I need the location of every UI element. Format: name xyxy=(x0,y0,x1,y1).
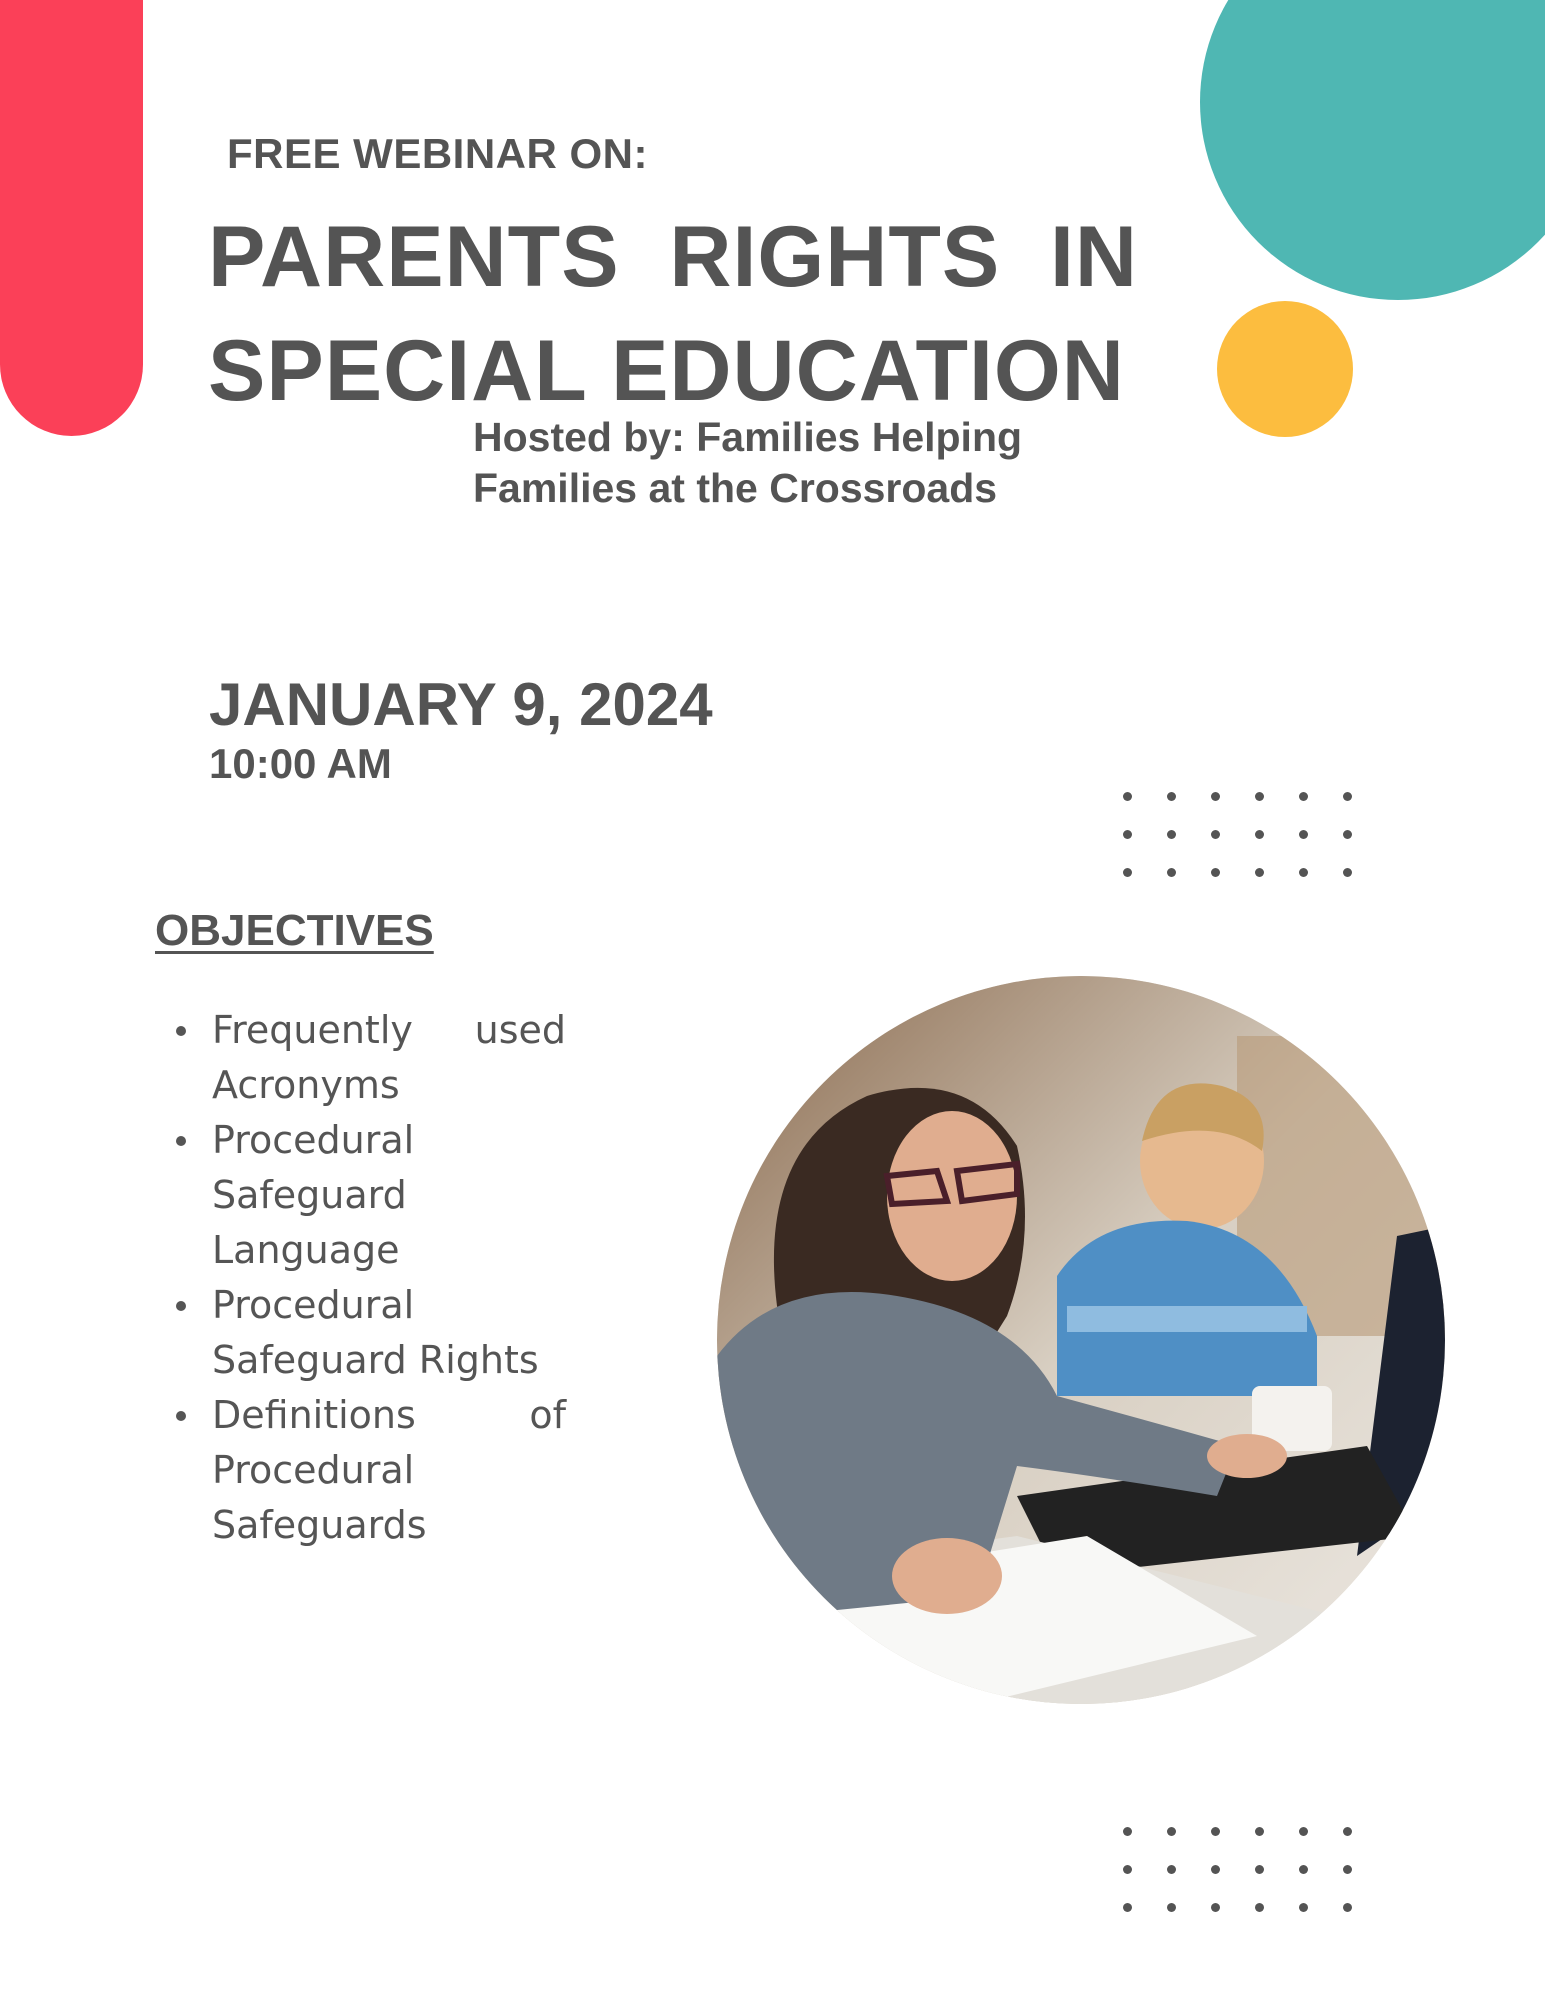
dot xyxy=(1255,830,1264,839)
photo-illustration xyxy=(717,976,1445,1704)
dot xyxy=(1299,868,1308,877)
dot xyxy=(1211,1827,1220,1836)
photo-woman-and-child-with-laptop xyxy=(717,976,1445,1704)
objective-item: Procedural Safeguard Language xyxy=(176,1113,566,1278)
event-time: 10:00 AM xyxy=(209,740,392,787)
red-decorative-bar xyxy=(0,0,143,436)
dot xyxy=(1299,1865,1308,1874)
dot xyxy=(1123,792,1132,801)
dot xyxy=(1299,1903,1308,1912)
objectives-heading: OBJECTIVES xyxy=(155,906,434,955)
title-line-2: SPECIAL EDUCATION xyxy=(208,323,1125,419)
dot xyxy=(1123,868,1132,877)
dot xyxy=(1255,868,1264,877)
dot xyxy=(1211,830,1220,839)
dot-grid-decoration-bottom xyxy=(1123,1827,1352,1912)
dot-grid-decoration-top xyxy=(1123,792,1352,877)
dot xyxy=(1167,830,1176,839)
dot xyxy=(1123,830,1132,839)
dot xyxy=(1211,1865,1220,1874)
dot xyxy=(1123,1903,1132,1912)
dot xyxy=(1343,1827,1352,1836)
dot xyxy=(1123,1865,1132,1874)
dot xyxy=(1167,1903,1176,1912)
dot xyxy=(1343,1865,1352,1874)
objectives-list: Frequently used Acronyms Procedural Safe… xyxy=(166,1003,566,1553)
dot xyxy=(1255,1827,1264,1836)
objective-text: Definitions of Procedural Safeguards xyxy=(212,1393,566,1547)
webinar-kicker: FREE WEBINAR ON: xyxy=(227,130,648,177)
dot xyxy=(1167,868,1176,877)
objective-item: Definitions of Procedural Safeguards xyxy=(176,1388,566,1553)
dot xyxy=(1211,792,1220,801)
objective-item: Procedural Safeguard Rights xyxy=(176,1278,566,1388)
bullet-icon xyxy=(176,1136,186,1146)
dot xyxy=(1299,1827,1308,1836)
dot xyxy=(1123,1827,1132,1836)
host-line-1: Hosted by: Families Helping xyxy=(473,414,1023,460)
objective-item: Frequently used Acronyms xyxy=(176,1003,566,1113)
event-date: JANUARY 9, 2024 xyxy=(209,671,713,738)
title-line-1: PARENTS RIGHTS IN xyxy=(208,209,1139,305)
bullet-icon xyxy=(176,1301,186,1311)
teal-decorative-circle xyxy=(1200,0,1545,300)
dot xyxy=(1167,1865,1176,1874)
yellow-decorative-circle xyxy=(1217,301,1353,437)
host-line-2: Families at the Crossroads xyxy=(473,465,998,511)
objective-text: Frequently used Acronyms xyxy=(212,1008,566,1107)
dot xyxy=(1255,792,1264,801)
dot xyxy=(1211,1903,1220,1912)
dot xyxy=(1299,792,1308,801)
objective-text: Procedural Safeguard Language xyxy=(212,1118,415,1272)
dot xyxy=(1343,792,1352,801)
bullet-icon xyxy=(176,1026,186,1036)
dot xyxy=(1167,792,1176,801)
bullet-icon xyxy=(176,1411,186,1421)
dot xyxy=(1167,1827,1176,1836)
objective-text: Procedural Safeguard Rights xyxy=(212,1283,539,1382)
dot xyxy=(1343,868,1352,877)
dot xyxy=(1299,830,1308,839)
dot xyxy=(1255,1865,1264,1874)
dot xyxy=(1255,1903,1264,1912)
dot xyxy=(1343,830,1352,839)
dot xyxy=(1343,1903,1352,1912)
dot xyxy=(1211,868,1220,877)
